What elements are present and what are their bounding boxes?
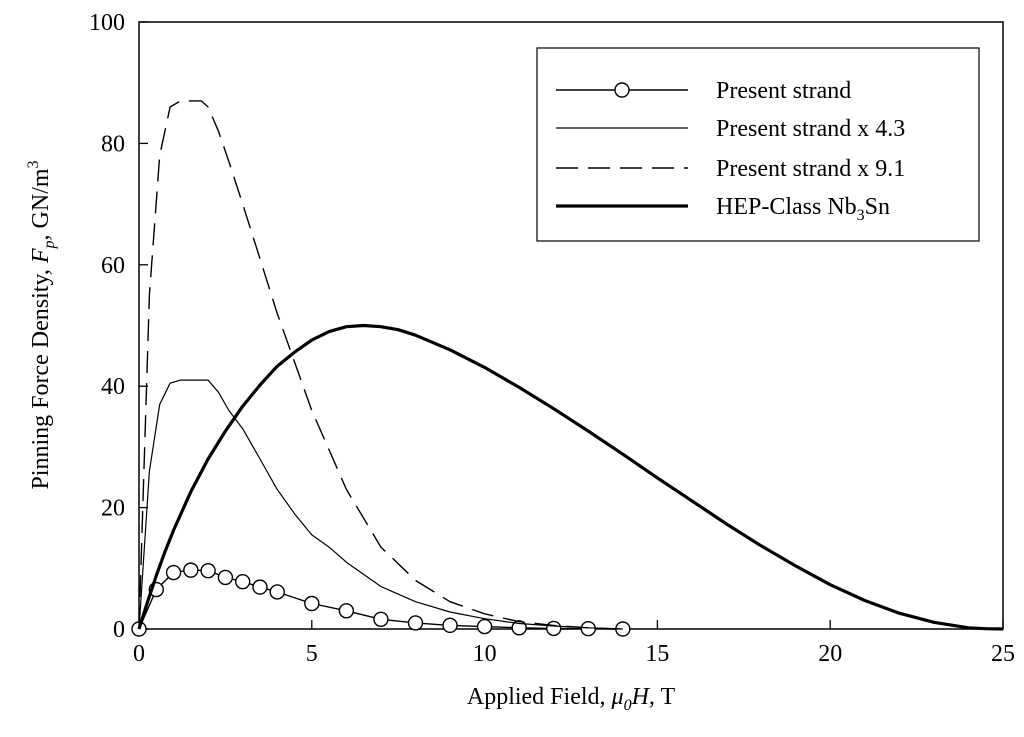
- x-axis-label: Applied Field, μ0H, T: [467, 684, 676, 714]
- data-point: [269, 584, 285, 600]
- legend-label: Present strand: [716, 78, 851, 104]
- y-tick-label: 60: [101, 253, 125, 279]
- data-point: [338, 603, 355, 619]
- y-tick-label: 0: [113, 617, 125, 643]
- data-point: [373, 611, 389, 627]
- legend: Present strand Present strand x 4.3 Presen…: [536, 47, 980, 242]
- data-point: [200, 563, 216, 579]
- x-tick-label: 15: [645, 641, 669, 667]
- data-point: [252, 579, 268, 595]
- data-point: [407, 615, 424, 631]
- y-tick-label: 40: [101, 374, 125, 400]
- x-tick-label: 20: [818, 641, 842, 667]
- x-tick-label: 25: [991, 641, 1015, 667]
- data-point: [304, 595, 320, 612]
- x-tick-label: 5: [306, 641, 318, 667]
- series-layer: [131, 100, 1004, 637]
- legend-marker: [614, 82, 630, 98]
- x-tick-label: 10: [473, 641, 497, 667]
- data-point: [165, 564, 182, 581]
- data-point: [580, 620, 596, 637]
- data-point: [442, 617, 458, 634]
- y-tick-label: 20: [101, 496, 125, 522]
- legend-label: HEP-Class Nb3Sn: [716, 194, 890, 224]
- data-point: [476, 618, 493, 635]
- data-point: [217, 569, 234, 586]
- y-tick-label: 80: [101, 131, 125, 157]
- legend-label: Present strand x 9.1: [716, 156, 905, 182]
- legend-label: Present strand x 4.3: [716, 116, 905, 142]
- data-point: [234, 573, 251, 590]
- y-tick-label: 100: [89, 10, 125, 36]
- legend-box: [536, 47, 980, 242]
- data-point: [183, 562, 199, 578]
- series-line-hep-class-nb3sn: [137, 323, 1004, 631]
- series-line-present-strand-x-4-3: [138, 379, 623, 630]
- series-line-present-strand-x-9-1: [138, 100, 623, 630]
- data-point: [546, 620, 562, 637]
- x-tick-label: 0: [133, 641, 145, 667]
- y-axis-label: Pinning Force Density, Fp, GN/m3: [25, 160, 58, 489]
